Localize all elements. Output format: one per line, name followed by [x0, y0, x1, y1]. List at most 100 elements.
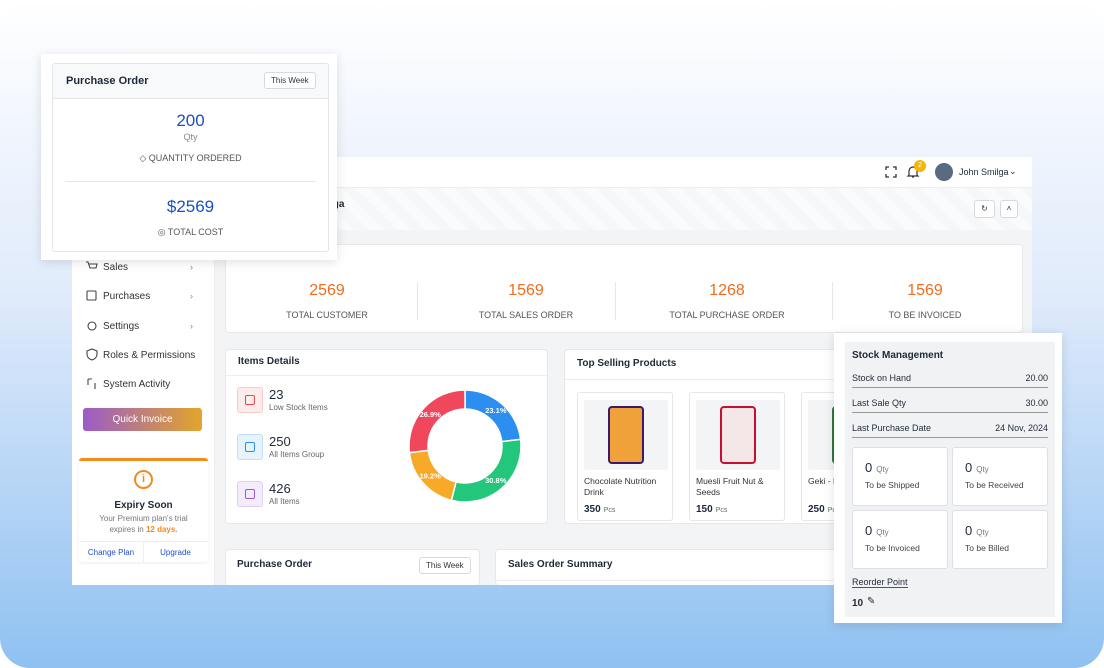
- product-card: Muesli Fruit Nut & Seeds 150 Pcs: [689, 392, 785, 521]
- quantity-value: 200: [176, 111, 205, 130]
- donut-segment: [464, 389, 522, 443]
- stock-value: 24 Nov, 2024: [995, 423, 1048, 433]
- box-label: To be Invoiced: [865, 543, 920, 553]
- info-icon: i: [134, 470, 153, 489]
- product-qty: 150 Pcs: [696, 504, 727, 515]
- box-label: To be Billed: [965, 543, 1009, 553]
- quantity-unit: Qty: [183, 132, 198, 142]
- user-name[interactable]: John Smilga: [959, 167, 1009, 177]
- reorder-value: 10: [852, 598, 864, 609]
- product-name: Geki - Korean: [808, 476, 853, 486]
- donut-label: 26.9%: [420, 410, 442, 419]
- chevron: ›: [190, 262, 193, 272]
- count: 0: [965, 523, 973, 538]
- stat-value: 2569: [309, 282, 345, 299]
- qty-unit: Pcs: [828, 507, 840, 514]
- period-button[interactable]: This Week: [419, 557, 471, 574]
- card-title: Sales Order Summary: [508, 559, 613, 570]
- item-label: All Items Group: [269, 450, 325, 459]
- menu-item[interactable]: Purchases: [103, 291, 151, 302]
- status-box: 0 Qty To be Received: [952, 447, 1048, 506]
- change-plan-link[interactable]: Change Plan: [87, 548, 135, 557]
- unit: Qty: [876, 528, 889, 537]
- menu-item[interactable]: Roles & Permissions: [103, 350, 196, 361]
- page-title: lga: [330, 199, 345, 210]
- expiry-card: i Expiry Soon Your Premium plan's trial …: [79, 458, 208, 562]
- stat-value: 1569: [508, 282, 544, 299]
- product-image: [696, 400, 780, 470]
- popup-inner: Purchase Order This Week 200 Qty ◇ QUANT…: [52, 63, 329, 252]
- donut-segment: [450, 438, 522, 503]
- stock-value: 30.00: [1025, 398, 1048, 408]
- stat-label: TOTAL SALES ORDER: [478, 310, 574, 320]
- stock-label: Last Purchase Date: [852, 423, 932, 433]
- expiry-title: Expiry Soon: [114, 500, 173, 511]
- box-value: 0 Qty: [865, 523, 889, 538]
- divider: [852, 387, 1048, 388]
- refresh-button[interactable]: ↻: [974, 200, 995, 218]
- count: 0: [865, 523, 873, 538]
- bag-icon: ◎: [157, 227, 168, 237]
- collapse-button[interactable]: ˄: [1000, 200, 1018, 218]
- stat-value: 1569: [907, 282, 943, 299]
- icon-glyph: [245, 442, 255, 452]
- divider: [852, 412, 1048, 413]
- fullscreen-icon[interactable]: [885, 166, 897, 178]
- divider: [615, 282, 616, 320]
- divider: [65, 181, 316, 182]
- donut-label: 30.8%: [485, 476, 507, 485]
- divider: [417, 282, 418, 320]
- status-box: 0 Qty To be Shipped: [852, 447, 948, 506]
- card-title: Purchase Order: [237, 559, 313, 570]
- card-title: Top Selling Products: [577, 358, 677, 369]
- item-icon: [237, 481, 263, 507]
- icon-glyph: [245, 395, 255, 405]
- product-image: [584, 400, 668, 470]
- item-icon: [237, 387, 263, 413]
- notification-badge: 2: [914, 160, 926, 172]
- qty-value: 350: [584, 504, 601, 515]
- count: 0: [965, 460, 973, 475]
- edit-icon[interactable]: ✎: [867, 596, 876, 607]
- stock-value: 20.00: [1025, 373, 1048, 383]
- days-left: 12 days.: [145, 525, 178, 534]
- unit: Qty: [876, 465, 889, 474]
- stock-label: Stock on Hand: [852, 373, 912, 383]
- qty-value: 250: [808, 504, 825, 515]
- label-text: QUANTITY ORDERED: [148, 153, 242, 163]
- donut-chart: 23.1% 30.8% 19.2% 26.9%: [408, 389, 522, 503]
- unit: Qty: [976, 528, 989, 537]
- qty-unit: Pcs: [603, 507, 616, 514]
- box-value: 0 Qty: [865, 460, 889, 475]
- product-pack: [720, 406, 756, 464]
- card-title: Items Details: [238, 356, 300, 367]
- menu-item[interactable]: Sales: [103, 262, 129, 273]
- tag-icon: ◇: [139, 153, 149, 163]
- item-icon: [237, 434, 263, 460]
- stat-label: TOTAL CUSTOMER: [286, 310, 368, 320]
- items-details-card: [225, 349, 548, 524]
- chevron: ›: [190, 291, 193, 301]
- menu-item[interactable]: Settings: [103, 321, 140, 332]
- period-button[interactable]: This Week: [264, 72, 316, 89]
- donut-label: 23.1%: [485, 406, 507, 415]
- quick-invoice-button[interactable]: Quick Invoice: [83, 408, 202, 431]
- donut-label: 19.2%: [419, 472, 441, 481]
- box-label: To be Received: [965, 480, 1024, 490]
- unit: Qty: [976, 465, 989, 474]
- product-pack: [608, 406, 644, 464]
- divider: [832, 282, 833, 320]
- status-box: 0 Qty To be Billed: [952, 510, 1048, 569]
- qty-unit: Pcs: [715, 507, 728, 514]
- qty-value: 150: [696, 504, 713, 515]
- stat-label: TOTAL PURCHASE ORDER: [669, 310, 785, 320]
- count: 0: [865, 460, 873, 475]
- total-cost-label: ◎ TOTAL COST: [53, 227, 328, 238]
- menu-item[interactable]: System Activity: [103, 379, 171, 390]
- upgrade-link[interactable]: Upgrade: [160, 548, 191, 557]
- divider: [226, 375, 547, 376]
- stock-label: Last Sale Qty: [852, 398, 907, 408]
- chevron: ›: [190, 321, 193, 331]
- stat-value: 1268: [709, 282, 745, 299]
